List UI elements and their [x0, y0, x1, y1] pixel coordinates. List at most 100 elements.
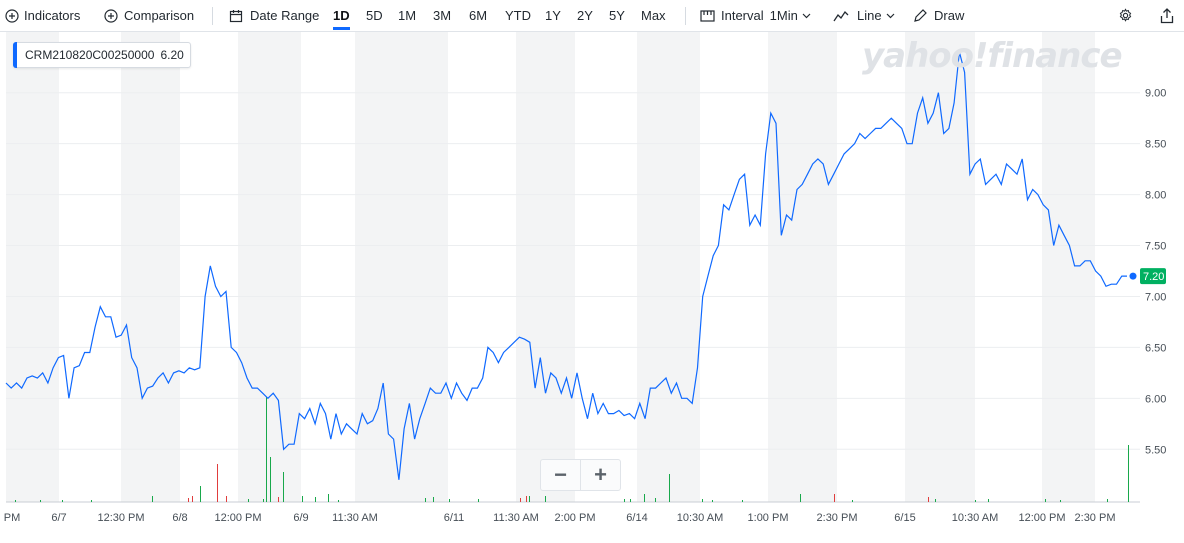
range-6m[interactable]: 6M [469, 8, 488, 23]
volume-bar [315, 497, 316, 502]
x-tick-label: 6/9 [293, 512, 308, 524]
volume-bar [91, 500, 92, 502]
volume-bar [1060, 500, 1061, 502]
interval-button[interactable]: Interval 1Min [700, 0, 811, 31]
range-ytd[interactable]: YTD [505, 8, 531, 23]
toolbar-divider [685, 7, 686, 25]
volume-bar [834, 494, 835, 502]
x-axis: PM 6/7 12:30 PM 6/8 12:00 PM 6/9 11:30 AM 6/11 1… [4, 512, 1116, 524]
chart-type-button[interactable]: Line [833, 0, 895, 31]
line-chart-icon [833, 10, 849, 21]
volume-bar [1107, 499, 1108, 502]
yahoo-finance-watermark: yahoo!finance [862, 36, 1123, 76]
chevron-down-icon [886, 13, 895, 18]
settings-button[interactable] [1118, 0, 1133, 31]
volume-bar [1128, 445, 1129, 502]
plus-circle-icon [5, 8, 19, 23]
legend-symbol: CRM210820C00250000 [25, 48, 155, 62]
volume-bar [702, 499, 703, 502]
volume-bar [526, 496, 527, 502]
volume-bar [217, 464, 218, 502]
volume-bar [852, 500, 853, 502]
x-tick-label: 6/11 [444, 512, 465, 524]
y-tick-label: 5.50 [1145, 444, 1166, 456]
session-band [637, 32, 700, 502]
y-axis: 9.00 8.50 8.00 7.50 7.00 6.50 6.00 5.50 [1145, 88, 1166, 457]
volume-bar [478, 499, 479, 502]
legend-color-bar [13, 42, 17, 68]
comparison-button[interactable]: Comparison [104, 0, 194, 31]
volume-bar [263, 499, 264, 502]
indicators-button[interactable]: Indicators [5, 0, 80, 31]
session-band [905, 32, 975, 502]
volume-bar [1045, 499, 1046, 502]
x-tick-label: 12:00 PM [214, 512, 261, 524]
volume-bar [988, 499, 989, 502]
volume-bar [328, 494, 329, 502]
volume-bar [800, 494, 801, 502]
range-5y[interactable]: 5Y [609, 8, 625, 23]
share-icon [1160, 7, 1174, 23]
price-chart[interactable]: 9.00 8.50 8.00 7.50 7.00 6.50 6.00 5.50 PM 6/7 12… [0, 32, 1184, 543]
volume-bar [338, 500, 339, 502]
symbol-legend[interactable]: CRM210820C00250000 6.20 [13, 42, 191, 68]
x-tick-label: 1:00 PM [748, 512, 789, 524]
chart-type-label: Line [857, 8, 882, 23]
chevron-down-icon [802, 13, 811, 18]
x-tick-label: 6/14 [626, 512, 647, 524]
volume-bars [15, 397, 1129, 502]
draw-label: Draw [934, 8, 965, 23]
interval-value: 1Min [769, 8, 798, 23]
x-tick-label: 12:30 PM [97, 512, 144, 524]
plus-circle-icon [104, 8, 118, 23]
zoom-out-button[interactable]: − [541, 460, 581, 490]
range-5d[interactable]: 5D [366, 8, 383, 23]
x-tick-label: 11:30 AM [493, 512, 539, 524]
chart-toolbar: Indicators Comparison Date Range 1D 5D 1… [0, 0, 1184, 32]
active-range-indicator [333, 27, 350, 30]
volume-bar [283, 472, 284, 502]
session-band [1042, 32, 1095, 502]
x-tick-label: PM [4, 512, 21, 524]
calendar-icon [229, 9, 243, 22]
session-band [516, 32, 575, 502]
volume-bar [624, 499, 625, 502]
interval-label: Interval [721, 8, 764, 23]
zoom-in-button[interactable]: + [594, 462, 607, 487]
x-tick-label: 12:00 PM [1018, 512, 1065, 524]
volume-bar [278, 497, 279, 502]
range-1m[interactable]: 1M [398, 8, 417, 23]
volume-bar [529, 496, 530, 502]
share-button[interactable] [1160, 0, 1174, 31]
volume-bar [520, 498, 521, 502]
y-tick-label: 6.50 [1145, 342, 1166, 354]
session-band [238, 32, 301, 502]
range-max[interactable]: Max [641, 8, 666, 23]
grid-lines [6, 92, 1140, 503]
y-tick-label: 8.00 [1145, 190, 1166, 202]
last-price-dot [1129, 272, 1137, 280]
x-tick-label: 2:00 PM [555, 512, 596, 524]
range-1y[interactable]: 1Y [545, 8, 561, 23]
volume-bar [928, 497, 929, 502]
range-1d[interactable]: 1D [333, 8, 350, 23]
x-tick-label: 6/7 [51, 512, 66, 524]
indicators-label: Indicators [24, 8, 81, 23]
draw-button[interactable]: Draw [913, 0, 964, 31]
volume-bar [545, 496, 546, 502]
x-tick-label: 10:30 AM [952, 512, 998, 524]
volume-bar [302, 496, 303, 502]
volume-bar [226, 496, 227, 502]
volume-bar [644, 494, 645, 502]
volume-bar [935, 499, 936, 502]
volume-bar [15, 500, 16, 502]
volume-bar [40, 500, 41, 502]
volume-bar [270, 457, 271, 502]
x-tick-label: 10:30 AM [677, 512, 723, 524]
date-range-button[interactable]: Date Range [229, 0, 319, 31]
y-tick-label: 7.00 [1145, 291, 1166, 303]
volume-bar [425, 498, 426, 502]
range-3m[interactable]: 3M [433, 8, 452, 23]
range-2y[interactable]: 2Y [577, 8, 593, 23]
volume-bar [630, 499, 631, 502]
